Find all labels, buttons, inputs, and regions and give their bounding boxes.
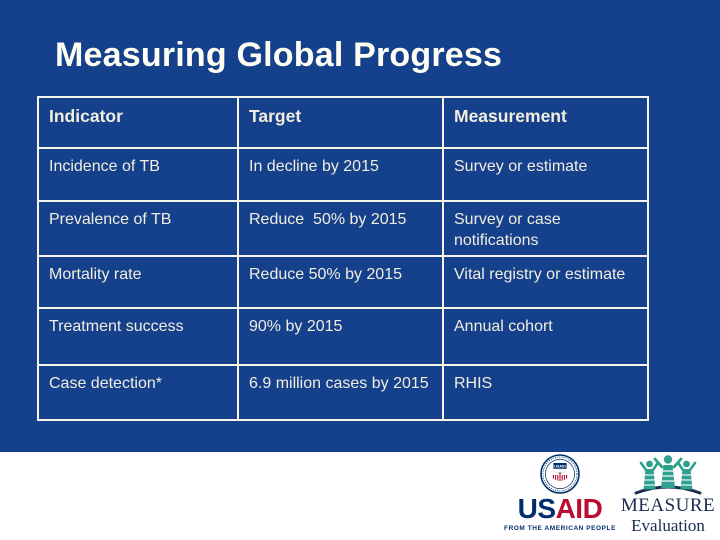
measure-wordmark: MEASURE [620, 495, 716, 516]
cell-measurement: Survey or case notifications [442, 199, 649, 258]
indicators-table: Indicator Target Measurement Incidence o… [37, 96, 649, 422]
usaid-seal-text: USAID [554, 464, 566, 468]
measure-people-icon [634, 455, 702, 495]
cell-target: Reduce 50% by 2015 [237, 199, 444, 258]
cell-indicator: Mortality rate [37, 255, 239, 310]
cell-measurement: Vital registry or estimate [442, 255, 649, 310]
usaid-tagline: FROM THE AMERICAN PEOPLE [504, 525, 616, 532]
column-header-measurement: Measurement [442, 96, 649, 149]
cell-indicator: Treatment success [37, 307, 239, 367]
usaid-wordmark-aid: AID [555, 493, 603, 524]
usaid-wordmark: USAID [498, 495, 622, 523]
footer-strip: USAID USAID FROM THE AMERICAN PEOPLE [0, 452, 720, 540]
cell-target: 6.9 million cases by 2015 [237, 364, 444, 422]
column-header-target: Target [237, 96, 444, 149]
cell-target: 90% by 2015 [237, 307, 444, 367]
measure-evaluation-logo: MEASURE Evaluation [616, 453, 720, 534]
cell-indicator: Incidence of TB [37, 147, 239, 202]
table-header-row: Indicator Target Measurement [37, 96, 649, 149]
cell-measurement: Survey or estimate [442, 147, 649, 202]
table-row: Case detection* 6.9 million cases by 201… [37, 364, 649, 422]
usaid-seal-icon: USAID [540, 454, 580, 494]
table-row: Mortality rate Reduce 50% by 2015 Vital … [37, 255, 649, 310]
measure-subtitle: Evaluation [631, 516, 705, 535]
column-header-indicator: Indicator [37, 96, 239, 149]
cell-indicator: Case detection* [37, 364, 239, 422]
cell-indicator: Prevalence of TB [37, 199, 239, 258]
table-row: Prevalence of TB Reduce 50% by 2015 Surv… [37, 199, 649, 258]
table-row: Treatment success 90% by 2015 Annual coh… [37, 307, 649, 367]
cell-target: Reduce 50% by 2015 [237, 255, 444, 310]
usaid-wordmark-us: US [517, 493, 556, 524]
usaid-logo: USAID USAID FROM THE AMERICAN PEOPLE [498, 454, 622, 533]
page-title: Measuring Global Progress [55, 36, 503, 74]
table-row: Incidence of TB In decline by 2015 Surve… [37, 147, 649, 202]
cell-measurement: Annual cohort [442, 307, 649, 367]
cell-measurement: RHIS [442, 364, 649, 422]
cell-target: In decline by 2015 [237, 147, 444, 202]
